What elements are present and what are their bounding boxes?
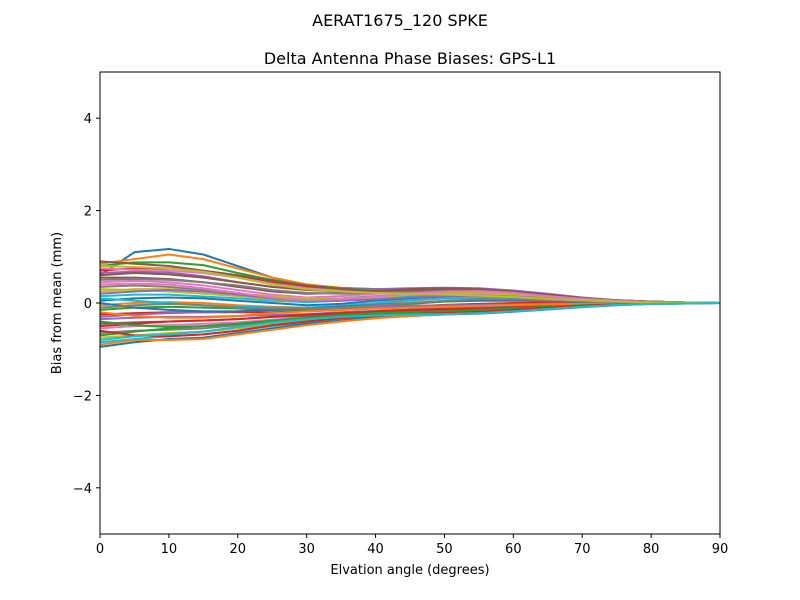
x-tick-label: 30 (298, 542, 315, 557)
y-tick-label: 4 (84, 112, 92, 127)
y-tick-label: −2 (73, 389, 92, 404)
x-tick-label: 70 (574, 542, 591, 557)
y-axis-label: Bias from mean (mm) (50, 232, 65, 374)
x-axis-label: Elvation angle (degrees) (330, 563, 489, 578)
chart-suptitle: AERAT1675_120 SPKE (312, 11, 488, 31)
x-tick-label: 80 (643, 542, 660, 557)
x-tick-label: 60 (505, 542, 522, 557)
x-tick-label: 10 (161, 542, 178, 557)
x-tick-label: 50 (436, 542, 453, 557)
chart-title: Delta Antenna Phase Biases: GPS-L1 (264, 49, 556, 68)
x-tick-label: 90 (712, 542, 729, 557)
y-tick-label: 0 (84, 297, 92, 312)
x-tick-label: 20 (230, 542, 247, 557)
series-line (100, 302, 720, 341)
x-tick-label: 40 (367, 542, 384, 557)
y-axis-ticks: −4 −2 0 2 4 (73, 112, 100, 497)
series-lines (100, 247, 720, 348)
x-axis-ticks: 0 10 20 30 40 50 60 70 80 90 (96, 534, 728, 557)
x-tick-label: 0 (96, 542, 104, 557)
y-tick-label: 2 (84, 205, 92, 220)
series-line (100, 265, 720, 304)
y-tick-label: −4 (73, 482, 92, 497)
